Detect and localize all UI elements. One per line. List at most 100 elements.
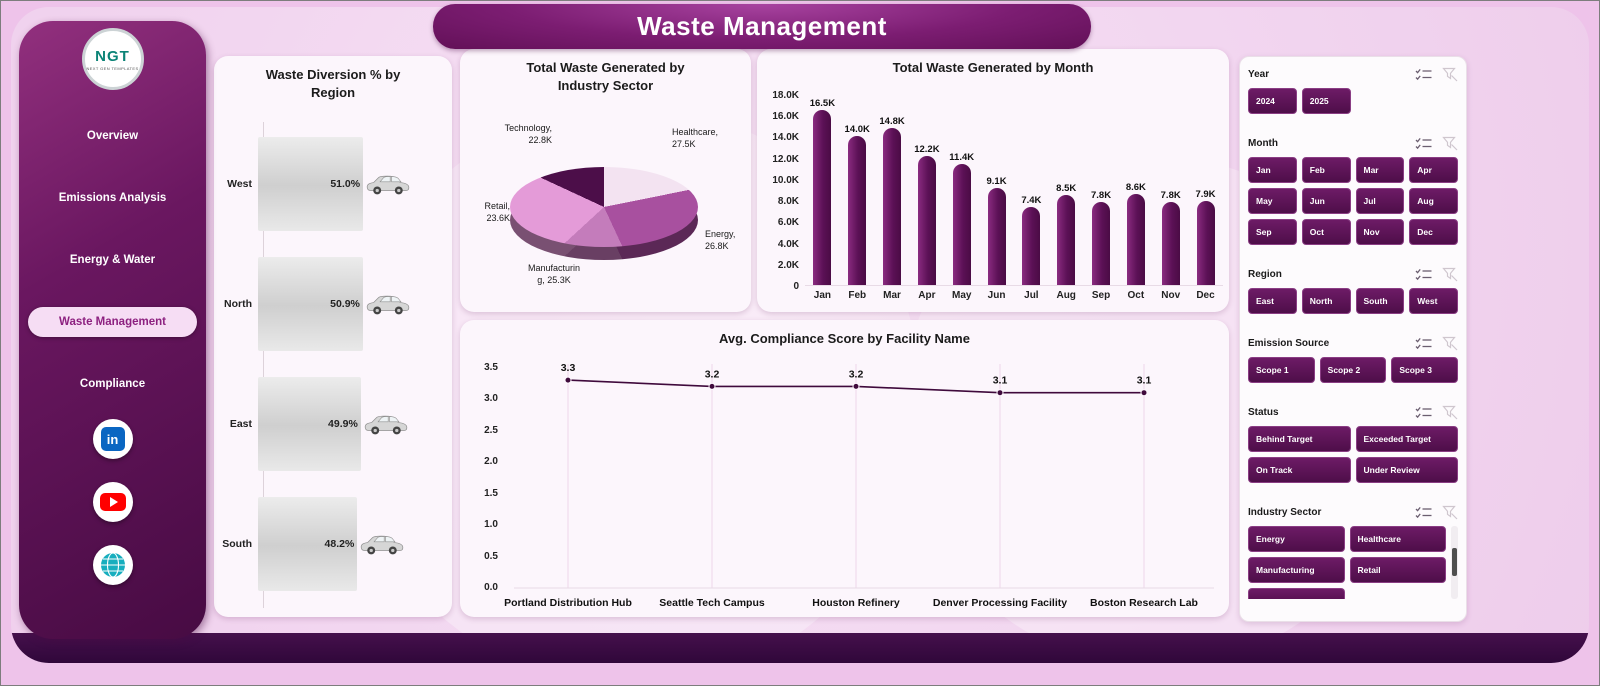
column-value-label: 8.6K — [1125, 181, 1146, 193]
select-all-icon[interactable] — [1415, 506, 1433, 519]
select-all-icon[interactable] — [1415, 406, 1433, 419]
filter-option-east[interactable]: East — [1248, 288, 1297, 314]
filter-option-may[interactable]: May — [1248, 188, 1297, 214]
filter-option-south[interactable]: South — [1355, 288, 1405, 314]
filter-option-scope-3[interactable]: Scope 3 — [1391, 357, 1458, 383]
filter-option-behind-target[interactable]: Behind Target — [1248, 426, 1351, 452]
slicer-panel: Year 2024 2025 Month Jan Feb Mar Apr May Jun Jul… — [1239, 56, 1467, 622]
pie-chart[interactable] — [510, 167, 698, 267]
y-axis-tick-label: 12.0K — [772, 153, 799, 165]
filter-option-aug[interactable]: Aug — [1409, 188, 1458, 214]
facility-x-label: Denver Processing Facility — [933, 597, 1067, 609]
filter-option-north[interactable]: North — [1301, 288, 1351, 314]
diversion-bar[interactable]: 50.9% — [258, 257, 363, 351]
clear-filter-icon[interactable] — [1442, 267, 1458, 282]
select-all-icon[interactable] — [1415, 68, 1433, 81]
filter-option-energy[interactable]: Energy — [1248, 526, 1345, 552]
filter-option-partial[interactable] — [1248, 588, 1345, 599]
column-bar[interactable] — [1196, 201, 1215, 285]
filter-option-on-track[interactable]: On Track — [1248, 457, 1351, 483]
filter-option-healthcare[interactable]: Healthcare — [1349, 526, 1446, 552]
facility-x-label: Houston Refinery — [812, 597, 900, 609]
diversion-bar[interactable]: 48.2% — [258, 497, 358, 591]
filter-option-exceeded-target[interactable]: Exceeded Target — [1355, 426, 1458, 452]
filter-option-manufacturing[interactable]: Manufacturing — [1248, 557, 1345, 583]
industry-sector-pie-card: Total Waste Generated by Industry Sector… — [460, 49, 751, 312]
y-axis-tick-label: 14.0K — [772, 132, 799, 144]
filter-section-title: Region — [1248, 268, 1282, 280]
column-bar[interactable] — [1092, 202, 1111, 285]
y-axis-tick-label: 3.0 — [484, 393, 498, 404]
clear-filter-icon[interactable] — [1442, 405, 1458, 420]
line-data-point[interactable] — [708, 382, 716, 390]
diversion-bar[interactable]: 51.0% — [258, 137, 364, 231]
select-all-icon[interactable] — [1415, 268, 1433, 281]
pie-surface[interactable] — [510, 167, 698, 247]
filter-option-scope-2[interactable]: Scope 2 — [1319, 357, 1387, 383]
filter-option-nov[interactable]: Nov — [1355, 219, 1405, 245]
diversion-bar-chart: West 51.0% North 50.9% East 49.9% South 48.2… — [214, 124, 452, 604]
filter-option-dec[interactable]: Dec — [1409, 219, 1458, 245]
column-slot: 9.1K — [980, 176, 1014, 285]
chart-title: Total Waste Generated by Month — [892, 60, 1094, 75]
column-bar[interactable] — [1126, 193, 1145, 285]
column-bar[interactable] — [917, 155, 936, 285]
filter-option-sep[interactable]: Sep — [1248, 219, 1297, 245]
website-globe-icon[interactable] — [92, 545, 133, 585]
linkedin-icon[interactable]: in — [92, 419, 133, 459]
clear-filter-icon[interactable] — [1442, 505, 1458, 520]
sidebar-item-waste-management[interactable]: Waste Management — [28, 307, 197, 337]
column-value-label: 9.1K — [986, 176, 1007, 188]
column-value-label: 11.4K — [949, 152, 975, 163]
filter-option-retail[interactable]: Retail — [1349, 557, 1446, 583]
sidebar-item-compliance[interactable]: Compliance — [79, 378, 146, 390]
filter-option-scope-1[interactable]: Scope 1 — [1248, 357, 1315, 383]
page-title: Waste Management — [637, 11, 887, 41]
diversion-category-label: West — [227, 178, 252, 190]
diversion-bar[interactable]: 49.9% — [258, 377, 361, 471]
column-bar[interactable] — [952, 164, 971, 285]
facility-x-label: Seattle Tech Campus — [659, 597, 765, 609]
filter-option-apr[interactable]: Apr — [1409, 157, 1458, 183]
filter-option-2024[interactable]: 2024 — [1248, 88, 1297, 114]
line-data-point[interactable] — [852, 382, 860, 390]
line-data-point[interactable] — [996, 389, 1004, 397]
filter-option-oct[interactable]: Oct — [1301, 219, 1351, 245]
select-all-icon[interactable] — [1415, 337, 1433, 350]
clear-filter-icon[interactable] — [1442, 136, 1458, 151]
filter-option-jan[interactable]: Jan — [1248, 157, 1297, 183]
y-axis-tick-label: 4.0K — [777, 238, 799, 250]
filter-option-under-review[interactable]: Under Review — [1355, 457, 1458, 483]
column-bar[interactable] — [813, 109, 832, 285]
column-slot: 14.8K — [875, 116, 909, 285]
line-data-point[interactable] — [564, 376, 572, 384]
column-bar[interactable] — [1057, 194, 1076, 285]
diversion-row: North 50.9% — [214, 244, 452, 364]
filter-option-feb[interactable]: Feb — [1301, 157, 1351, 183]
column-bar[interactable] — [848, 136, 867, 285]
sidebar-item-emissions-analysis[interactable]: Emissions Analysis — [58, 192, 167, 204]
scrollbar-track[interactable] — [1451, 526, 1458, 599]
scrollbar-thumb[interactable] — [1452, 548, 1457, 576]
line-data-point[interactable] — [1140, 389, 1148, 397]
clear-filter-icon[interactable] — [1442, 336, 1458, 351]
column-bar[interactable] — [883, 128, 902, 285]
youtube-icon[interactable] — [92, 482, 133, 522]
clear-filter-icon[interactable] — [1442, 67, 1458, 82]
select-all-icon[interactable] — [1415, 137, 1433, 150]
filter-option-2025[interactable]: 2025 — [1301, 88, 1351, 114]
filter-option-jun[interactable]: Jun — [1301, 188, 1351, 214]
filter-option-jul[interactable]: Jul — [1355, 188, 1405, 214]
social-links: in — [19, 419, 206, 608]
column-value-label: 7.8K — [1090, 190, 1112, 202]
filter-option-mar[interactable]: Mar — [1355, 157, 1405, 183]
column-slot: 16.5K — [805, 98, 839, 285]
column-bar[interactable] — [1022, 206, 1041, 285]
sidebar-item-energy-water[interactable]: Energy & Water — [69, 254, 156, 266]
column-bar[interactable] — [1161, 202, 1180, 285]
filter-option-west[interactable]: West — [1409, 288, 1458, 314]
column-bar[interactable] — [987, 188, 1006, 285]
slicer-header-icons — [1415, 136, 1458, 151]
column-x-label: Jan — [813, 290, 832, 301]
sidebar-item-overview[interactable]: Overview — [86, 130, 139, 142]
